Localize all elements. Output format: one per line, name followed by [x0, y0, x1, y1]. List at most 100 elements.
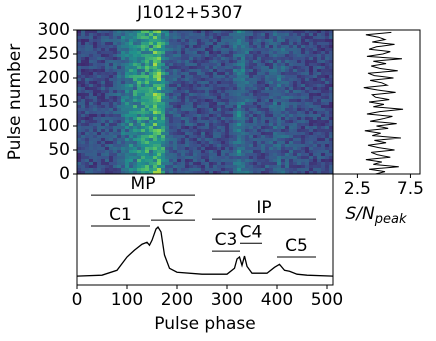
heatmap-cell	[157, 141, 161, 144]
heatmap-cell	[125, 129, 129, 132]
heatmap-cell	[105, 129, 109, 132]
heatmap-cell	[157, 102, 161, 105]
heatmap-cell	[201, 153, 205, 156]
x-tick-label: 500	[311, 290, 343, 310]
heatmap-cell	[269, 33, 273, 36]
heatmap-cell	[125, 93, 129, 96]
heatmap-cell	[197, 81, 201, 84]
heatmap-cell	[77, 141, 81, 144]
heatmap-cell	[185, 135, 189, 138]
heatmap-cell	[241, 138, 245, 141]
heatmap-cell	[321, 39, 325, 42]
heatmap-cell	[285, 117, 289, 120]
heatmap-cell	[145, 144, 149, 147]
heatmap-cell	[77, 90, 81, 93]
heatmap-cell	[325, 54, 329, 57]
heatmap-cell	[101, 30, 105, 33]
heatmap-cell	[285, 30, 289, 33]
heatmap-cell	[205, 57, 209, 60]
heatmap-cell	[281, 105, 285, 108]
heatmap-cell	[117, 123, 121, 126]
heatmap-cell	[321, 129, 325, 132]
heatmap-cell	[157, 135, 161, 138]
heatmap-cell	[165, 39, 169, 42]
heatmap-cell	[273, 87, 277, 90]
heatmap-cell	[317, 54, 321, 57]
heatmap-cell	[169, 75, 173, 78]
heatmap-cell	[173, 111, 177, 114]
heatmap-cell	[289, 84, 293, 87]
heatmap-cell	[137, 111, 141, 114]
heatmap-cell	[137, 150, 141, 153]
heatmap-cell	[77, 99, 81, 102]
heatmap-cell	[161, 156, 165, 159]
heatmap-cell	[89, 69, 93, 72]
heatmap-cell	[89, 84, 93, 87]
heatmap-cell	[305, 147, 309, 150]
heatmap-cell	[249, 123, 253, 126]
heatmap-cell	[241, 156, 245, 159]
heatmap-cell	[161, 54, 165, 57]
heatmap-cell	[85, 126, 89, 129]
heatmap-cell	[161, 135, 165, 138]
heatmap-cell	[297, 39, 301, 42]
heatmap-cell	[173, 162, 177, 165]
heatmap-cell	[229, 90, 233, 93]
heatmap-cell	[181, 45, 185, 48]
heatmap-cell	[129, 66, 133, 69]
heatmap-cell	[297, 36, 301, 39]
heatmap-cell	[297, 105, 301, 108]
heatmap-cell	[177, 150, 181, 153]
heatmap-cell	[225, 84, 229, 87]
heatmap-cell	[301, 123, 305, 126]
heatmap-cell	[145, 96, 149, 99]
heatmap-cell	[145, 36, 149, 39]
heatmap-cell	[245, 81, 249, 84]
heatmap-cell	[301, 75, 305, 78]
heatmap-cell	[189, 108, 193, 111]
heatmap-cell	[193, 156, 197, 159]
heatmap-cell	[149, 42, 153, 45]
heatmap-cell	[77, 60, 81, 63]
heatmap-cell	[105, 51, 109, 54]
heatmap-cell	[265, 63, 269, 66]
heatmap-cell	[325, 39, 329, 42]
heatmap-cell	[217, 90, 221, 93]
heatmap-cell	[281, 159, 285, 162]
heatmap-cell	[133, 78, 137, 81]
heatmap-cell	[177, 105, 181, 108]
heatmap-cell	[281, 30, 285, 33]
heatmap-cell	[273, 36, 277, 39]
heatmap-cell	[101, 126, 105, 129]
heatmap-cell	[241, 102, 245, 105]
heatmap-cell	[173, 105, 177, 108]
heatmap-cell	[325, 108, 329, 111]
heatmap-cell	[249, 141, 253, 144]
heatmap-cell	[145, 93, 149, 96]
heatmap-cell	[189, 93, 193, 96]
heatmap-cell	[317, 108, 321, 111]
heatmap-cell	[85, 105, 89, 108]
heatmap-cell	[317, 84, 321, 87]
heatmap-cell	[237, 33, 241, 36]
heatmap-cell	[273, 99, 277, 102]
heatmap-cell	[169, 51, 173, 54]
heatmap-cell	[85, 39, 89, 42]
heatmap-cell	[201, 93, 205, 96]
heatmap-cell	[205, 78, 209, 81]
heatmap-cell	[113, 123, 117, 126]
heatmap-cell	[273, 126, 277, 129]
heatmap-cell	[301, 33, 305, 36]
heatmap-cell	[305, 33, 309, 36]
heatmap-cell	[245, 48, 249, 51]
heatmap-cell	[233, 150, 237, 153]
heatmap-cell	[253, 69, 257, 72]
heatmap-cell	[97, 156, 101, 159]
heatmap-cell	[125, 78, 129, 81]
heatmap-cell	[109, 111, 113, 114]
heatmap-cell	[249, 36, 253, 39]
heatmap-cell	[301, 93, 305, 96]
heatmap-cell	[121, 93, 125, 96]
heatmap-cell	[189, 147, 193, 150]
heatmap-cell	[185, 144, 189, 147]
